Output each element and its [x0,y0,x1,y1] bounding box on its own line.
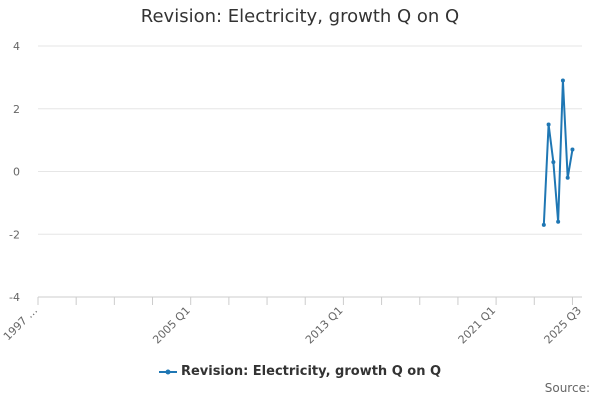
data-point[interactable] [541,222,546,227]
data-point[interactable] [546,122,551,127]
data-point[interactable] [556,219,561,224]
series-revision-electricity [541,78,575,227]
x-axis [37,296,582,305]
y-tick-label: 0 [13,166,20,179]
y-axis-ticks: 4 2 0 -2 -4 [9,40,20,304]
legend[interactable]: Revision: Electricity, growth Q on Q [0,364,600,379]
source-label: Source: [544,381,590,395]
chart-title: Revision: Electricity, growth Q on Q [140,6,460,27]
legend-label: Revision: Electricity, growth Q on Q [180,364,442,379]
x-axis-ticks: 1997 … 2005 Q1 2013 Q1 2021 Q1 2025 Q3 [1,304,584,347]
y-tick-label: 4 [13,40,20,53]
data-point[interactable] [560,78,565,83]
data-point[interactable] [570,147,575,152]
legend-line-icon [158,369,177,374]
series-line [542,79,574,225]
y-tick-label: 2 [13,103,20,116]
y-tick-label: -4 [9,291,20,304]
y-tick-label: -2 [9,228,20,241]
data-point[interactable] [565,175,570,180]
x-tick-label: 1997 … [1,304,40,343]
x-tick-label: 2005 Q1 [150,304,193,347]
x-tick-label: 2025 Q3 [542,304,585,347]
data-point[interactable] [551,160,556,165]
grid-lines [38,45,582,298]
x-tick-label: 2013 Q1 [303,304,346,347]
x-tick-label: 2021 Q1 [456,304,499,347]
